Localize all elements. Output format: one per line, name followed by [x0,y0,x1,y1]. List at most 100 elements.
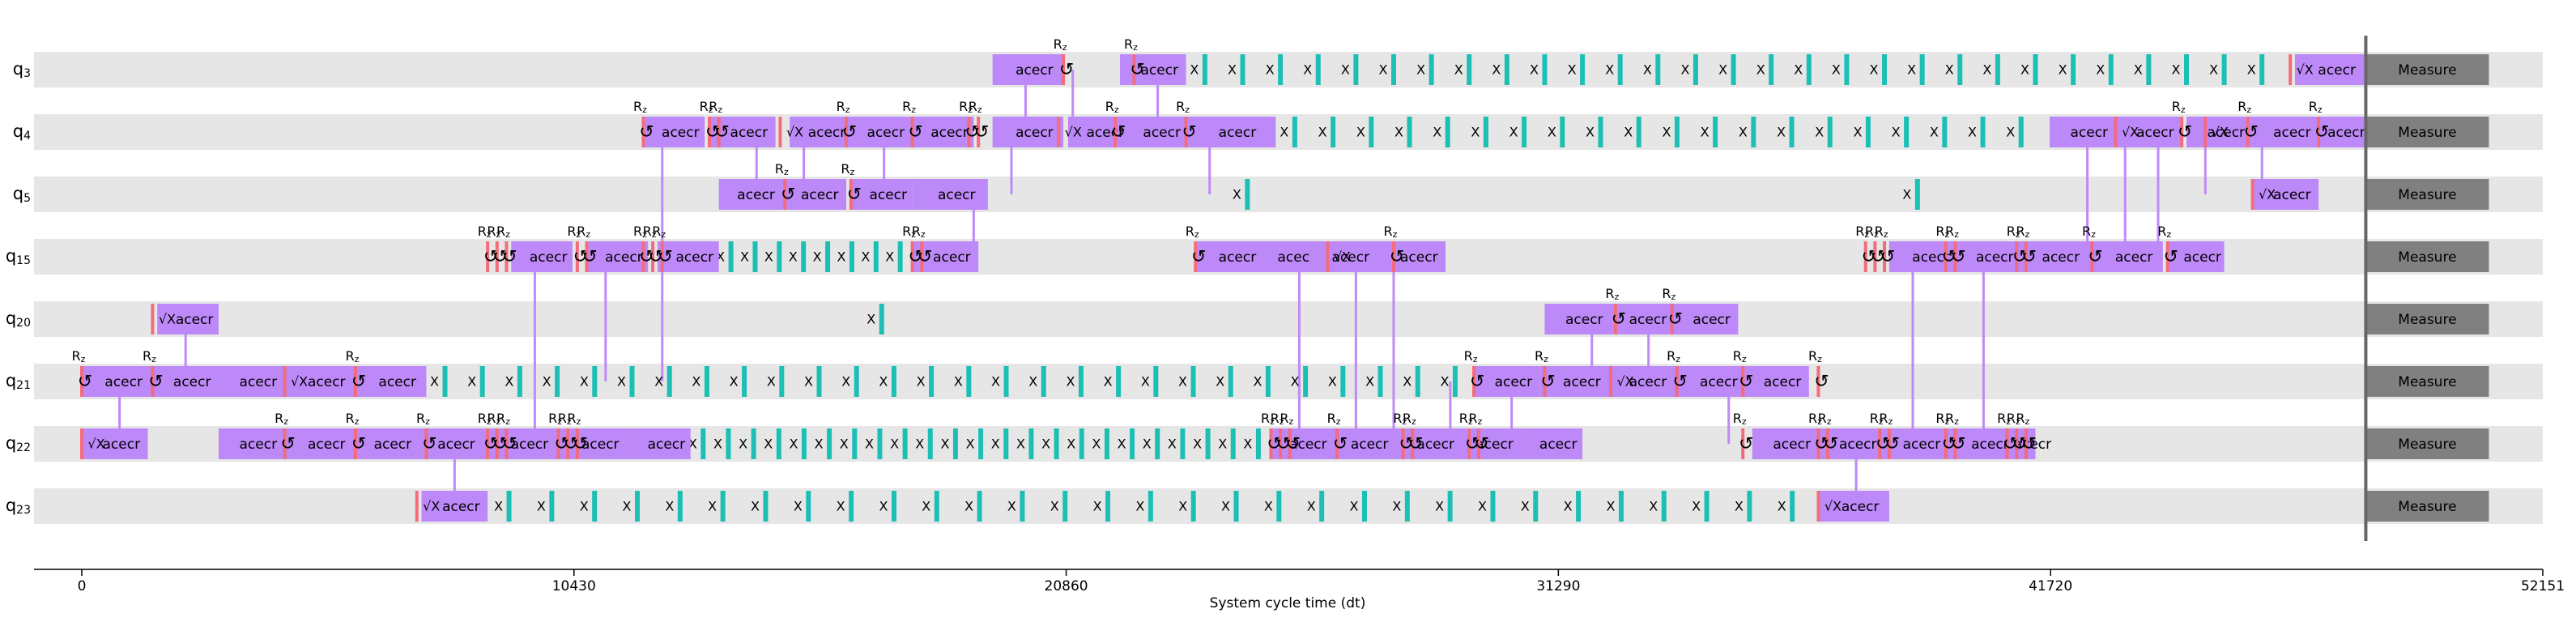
x-gate-label: X [2209,62,2218,78]
x-gate-label: X [580,499,589,514]
x-gate-label: X [1092,437,1101,452]
x-gate-label: X [1440,374,1449,390]
x-gate [1028,428,1034,459]
rz-rotation-icon: ↺ [2244,122,2259,143]
x-gate-label: X [1718,62,1727,78]
rz-label: Rz [1464,348,1478,365]
x-gate [1315,54,1321,85]
rz-rotation-icon: ↺ [1059,60,1074,80]
x-gate-label: X [1233,187,1241,202]
rz-rotation-icon: ↺ [1862,247,1876,267]
sx-gate-label: √X [1334,249,1351,265]
x-gate-label: X [879,499,888,514]
rz-label: Rz [633,224,647,241]
x-gate-label: X [1471,125,1480,140]
rz-rotation-icon: ↺ [78,372,92,392]
x-gate [1278,54,1284,85]
x-gate-label: X [2247,62,2256,78]
x-gate [555,366,560,397]
x-gate [1467,54,1472,85]
rz-rotation-icon: ↺ [1814,434,1829,454]
x-gate [1617,54,1623,85]
ecr-gate-label: acecr [648,437,686,453]
rz-label: Rz [567,411,581,428]
ecr-gate [2295,54,2366,85]
rz-rotation-icon: ↺ [658,247,673,267]
x-gate-label: X [2096,62,2105,78]
ecr-gate [850,179,913,210]
rz-rotation-icon: ↺ [1276,434,1291,454]
x-gate-label: X [467,374,476,390]
x-gate [2183,54,2189,85]
x-gate [592,491,598,522]
x-gate [1276,491,1282,522]
x-gate [1020,491,1025,522]
rz-marker [151,366,155,397]
x-gate [1003,366,1009,397]
rz-marker [2024,428,2028,459]
ecr-gate [2186,117,2253,147]
rz-label: Rz [969,99,982,116]
sx-gate-label: √X [291,374,308,390]
x-gate-label: X [1050,499,1059,514]
rz-marker [1279,428,1283,459]
ecr-gate [1743,366,1809,397]
rz-rotation-icon: ↺ [148,372,163,392]
x-gate [728,241,734,272]
x-gate-label: X [1586,125,1595,140]
sx-gate [2289,54,2293,85]
x-gate [978,428,984,459]
rz-marker [2024,241,2028,272]
x-gate-label: X [1548,125,1556,140]
x-gate-label: X [1318,125,1327,140]
rz-rotation-icon: ↺ [1475,434,1489,454]
rz-marker [1113,117,1118,147]
ecr-gate-label: acecr [933,249,971,266]
x-gate [891,366,896,397]
x-gate-label: X [430,374,439,390]
x-gate [1228,366,1233,397]
rz-rotation-icon: ↺ [1540,372,1555,392]
x-gate [929,366,935,397]
measure-box [2365,428,2489,459]
rz-marker [495,428,499,459]
rz-rotation-icon: ↺ [2163,247,2178,267]
rz-label: Rz [558,411,572,428]
x-gate [1490,491,1496,522]
rz-marker [505,428,509,459]
ecr-gate [1880,428,1951,459]
x-gate-label: X [654,374,663,390]
x-gate-label: X [713,437,722,452]
x-gate [879,304,884,334]
rz-marker [708,117,712,147]
rz-rotation-icon: ↺ [2314,122,2329,143]
rz-marker [1863,241,1867,272]
measure-box [2365,304,2489,334]
x-gate [592,366,598,397]
rz-rotation-icon: ↺ [781,185,795,205]
rz-rotation-icon: ↺ [1182,122,1196,143]
rz-label: Rz [2007,411,2020,428]
ecr-gate [846,117,913,147]
x-gate [1377,366,1383,397]
measure-label: Measure [2398,499,2456,515]
rz-rotation-icon: ↺ [483,434,498,454]
x-gate [1415,366,1420,397]
x-gate [1147,491,1153,522]
ecr-gate-label: acecr [308,437,346,453]
x-gate-label: X [1568,62,1577,78]
ecr-gate [780,179,847,210]
rz-marker [486,428,490,459]
x-gate [549,491,555,522]
rz-label: Rz [1393,411,1407,428]
ecr-gate-label: acecr [808,125,846,141]
x-gate-label: X [1870,62,1879,78]
ecr-gate-label: acecr [2042,249,2080,266]
x-gate-label: X [1016,437,1025,452]
x-gate-label: X [794,499,803,514]
x-tick-label: 31290 [1536,578,1580,594]
sx-gate [80,428,83,459]
x-gate [1790,491,1795,522]
